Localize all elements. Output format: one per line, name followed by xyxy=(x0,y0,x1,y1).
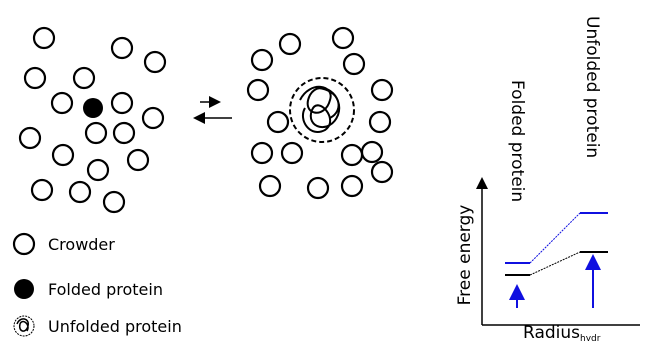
state-label: Folded protein xyxy=(507,80,527,202)
state-label: Unfolded protein xyxy=(582,16,602,158)
legend-label: Folded protein xyxy=(48,280,163,299)
energy-graph: Free energy Radiushydr Folded protein Un… xyxy=(455,16,640,341)
equilibrium-arrows xyxy=(196,102,232,118)
legend-label: Crowder xyxy=(48,235,115,254)
folded-cluster xyxy=(20,28,165,212)
legend-label: Unfolded protein xyxy=(48,317,182,336)
diagram: Crowder Folded protein Unfolded protein … xyxy=(0,0,645,341)
x-axis-label-main: Radius xyxy=(523,323,580,341)
legend: Crowder Folded protein Unfolded protein xyxy=(14,234,182,336)
unfolded-cluster xyxy=(248,28,392,198)
y-axis-label: Free energy xyxy=(455,205,475,306)
x-axis-subscript: hydr xyxy=(580,334,601,341)
